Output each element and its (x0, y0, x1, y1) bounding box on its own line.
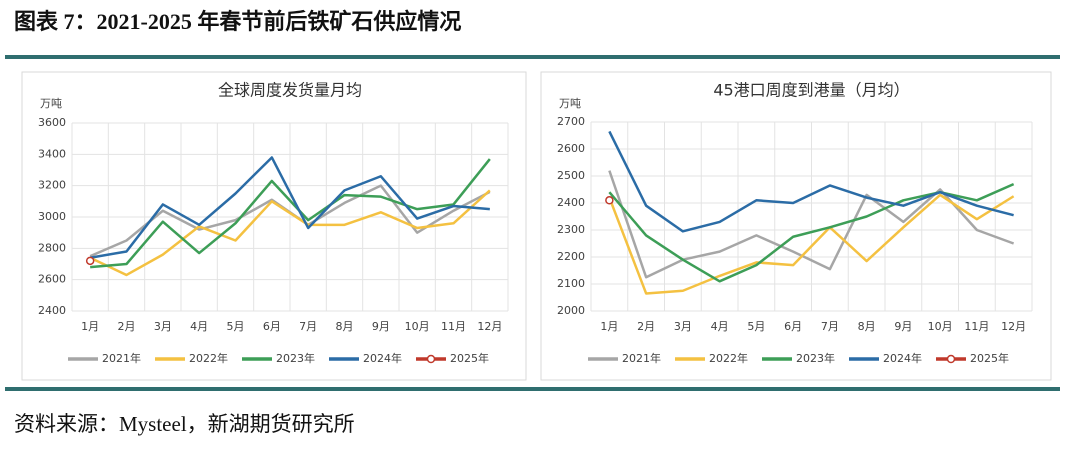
y-tick-label: 3400 (38, 147, 66, 160)
x-tick-label: 5月 (747, 320, 765, 333)
x-tick-label: 6月 (784, 320, 802, 333)
legend-label: 2022年 (709, 351, 748, 365)
x-tick-label: 11月 (964, 320, 989, 333)
top-rule (5, 55, 1060, 59)
y-tick-label: 2300 (557, 223, 585, 236)
chart-frame (540, 71, 1052, 381)
legend-label: 2023年 (796, 351, 835, 365)
x-tick-label: 2月 (118, 320, 136, 333)
y-tick-label: 2800 (38, 241, 66, 254)
x-tick-label: 8月 (336, 320, 354, 333)
y-tick-label: 3200 (38, 179, 66, 192)
point-marker (605, 196, 614, 205)
y-tick-label: 2700 (557, 115, 585, 128)
series-line (608, 170, 1015, 279)
y-tick-label: 2100 (557, 277, 585, 290)
x-tick-label: 1月 (81, 320, 99, 333)
x-tick-label: 4月 (190, 320, 208, 333)
source-note: 资料来源：Mysteel，新湖期货研究所 (14, 412, 355, 436)
x-tick-label: 5月 (227, 320, 245, 333)
y-tick-label: 2600 (38, 273, 66, 286)
x-tick-label: 12月 (477, 320, 502, 333)
y-tick-label: 2400 (557, 196, 585, 209)
x-tick-label: 10月 (928, 320, 953, 333)
legend-label: 2021年 (102, 351, 141, 365)
y-unit-label: 万吨 (559, 97, 581, 110)
y-tick-label: 2200 (557, 250, 585, 263)
x-tick-label: 8月 (858, 320, 876, 333)
y-tick-label: 3000 (38, 210, 66, 223)
legend-marker (426, 354, 436, 364)
series-line (89, 189, 491, 277)
legend-label: 2025年 (970, 351, 1009, 365)
chart-title: 全球周度发货量月均 (218, 81, 362, 100)
x-tick-label: 3月 (154, 320, 172, 333)
chart-title: 45港口周度到港量（月均） (713, 81, 909, 100)
legend-marker (946, 354, 956, 364)
y-tick-label: 2000 (557, 304, 585, 317)
y-tick-label: 2500 (557, 169, 585, 182)
legend-label: 2022年 (189, 351, 228, 365)
y-tick-label: 2600 (557, 142, 585, 155)
x-tick-label: 12月 (1001, 320, 1026, 333)
bottom-rule (5, 387, 1060, 391)
point-marker (85, 256, 95, 266)
series-line (608, 130, 1014, 233)
y-tick-label: 3600 (38, 116, 66, 129)
x-tick-label: 7月 (299, 320, 317, 333)
chart-frame (21, 71, 527, 381)
x-tick-label: 11月 (441, 320, 466, 333)
x-tick-label: 3月 (674, 320, 692, 333)
legend-label: 2024年 (363, 351, 402, 365)
legend-label: 2025年 (450, 351, 489, 365)
legend-label: 2024年 (883, 351, 922, 365)
figure-title: 图表 7：2021-2025 年春节前后铁矿石供应情况 (14, 9, 461, 34)
series-line (90, 158, 491, 269)
x-tick-label: 9月 (894, 320, 912, 333)
x-tick-label: 2月 (637, 320, 655, 333)
y-unit-label: 万吨 (40, 97, 62, 110)
x-tick-label: 7月 (821, 320, 839, 333)
y-tick-label: 2400 (38, 304, 66, 317)
series-line (89, 156, 490, 259)
legend-label: 2023年 (276, 351, 315, 365)
legend-label: 2021年 (622, 351, 661, 365)
series-line (608, 193, 1015, 295)
x-tick-label: 4月 (711, 320, 729, 333)
x-tick-label: 9月 (372, 320, 390, 333)
x-tick-label: 6月 (263, 320, 281, 333)
x-tick-label: 1月 (600, 320, 618, 333)
x-tick-label: 10月 (405, 320, 430, 333)
